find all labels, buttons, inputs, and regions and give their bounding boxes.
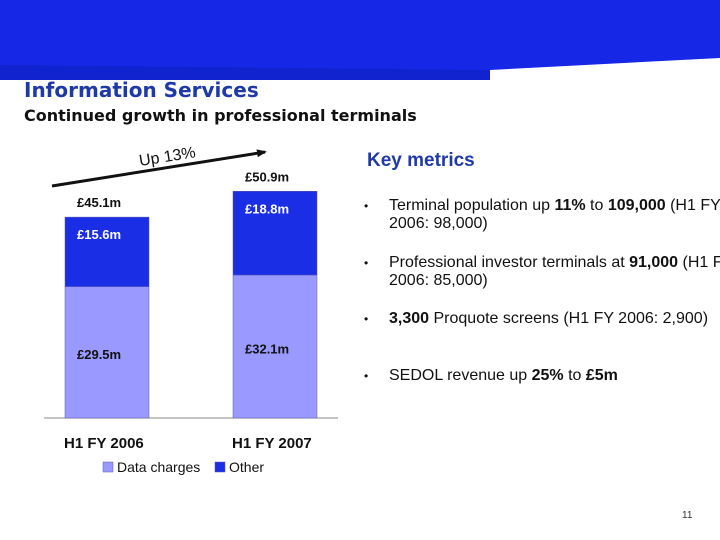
data-label: £32.1m [245,342,289,357]
bullet-icon: • [364,199,369,213]
data-label: £15.6m [77,227,121,242]
key-metrics-heading: Key metrics [367,150,475,171]
x-tick-label: H1 FY 2006 [64,435,144,452]
data-label: £18.8m [245,201,289,216]
data-label: £29.5m [77,347,121,362]
total-label: £45.1m [77,195,121,210]
bullet-icon: • [364,369,369,383]
metric-highlight: 109,000 [607,197,666,214]
metric-highlight: 3,300 [389,310,430,327]
metric-text: Terminal population up [389,197,555,214]
bullet-icon: • [364,256,369,270]
metric-highlight: 91,000 [629,254,679,271]
page-title: Information Services [24,78,259,102]
metric-text: (H1 FY 2006: 85,000) [389,254,720,289]
metric-terminal-population: • Terminal population up 11% to 109,000 … [364,197,720,233]
bar-segment [64,216,150,287]
x-tick-label: H1 FY 2007 [232,435,312,452]
header-banner [0,0,720,80]
bar-segment [64,286,150,419]
metric-highlight: 11% [554,197,586,214]
metric-sedol-revenue: • SEDOL revenue up 25% to £5m [364,367,720,385]
page-subtitle: Continued growth in professional termina… [24,106,417,125]
metric-text: SEDOL revenue up [389,367,532,384]
metric-proquote-screens: • 3,300 Proquote screens (H1 FY 2006: 2,… [364,310,720,328]
legend-label: Data charges [117,459,200,475]
legend-swatch [102,461,114,473]
page-number: 11 [682,510,693,521]
growth-arrow [51,149,267,188]
metric-highlight: 25% [531,367,564,384]
metric-professional-investor-terminals: • Professional investor terminals at 91,… [364,254,720,290]
bar-segment [232,274,318,419]
metric-text: Professional investor terminals at [389,254,630,271]
total-label: £50.9m [245,169,289,184]
metric-text: to [563,367,586,384]
bar-segment [232,191,318,276]
metric-text: Proquote screens (H1 FY 2006: 2,900) [429,310,709,327]
bullet-icon: • [364,312,369,326]
metric-text: to [585,197,608,214]
metric-highlight: £5m [585,367,618,384]
legend-swatch [214,461,226,473]
metric-text: (H1 FY 2006: 98,000) [389,197,720,232]
legend-label: Other [229,459,264,475]
